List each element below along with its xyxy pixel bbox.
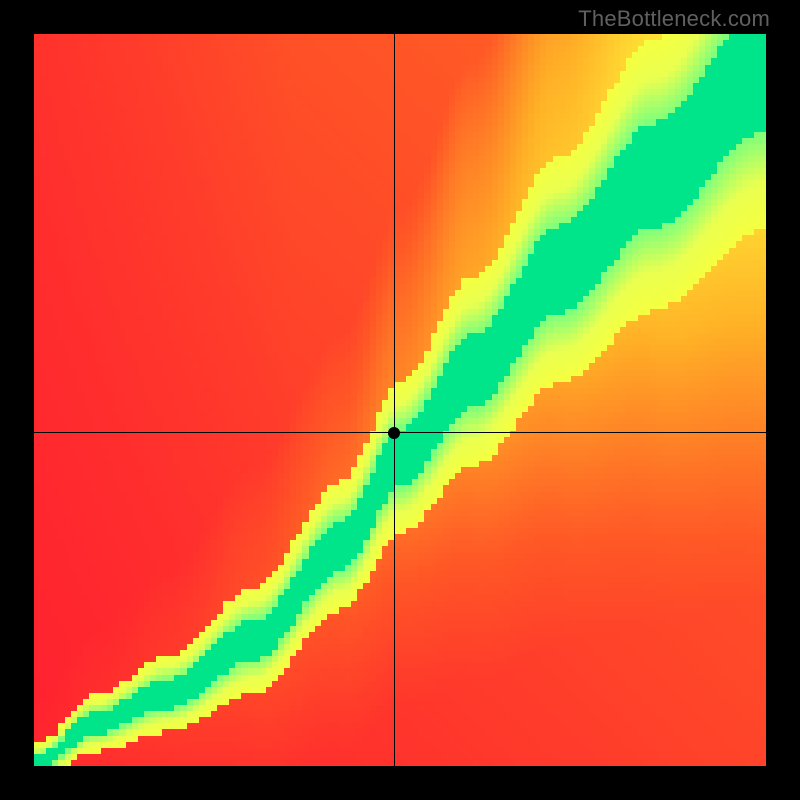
chart-container: TheBottleneck.com [0, 0, 800, 800]
data-point-marker [388, 427, 400, 439]
plot-area [34, 34, 766, 766]
heatmap-canvas [34, 34, 766, 766]
crosshair-vertical [394, 34, 395, 766]
watermark-text: TheBottleneck.com [578, 6, 770, 32]
